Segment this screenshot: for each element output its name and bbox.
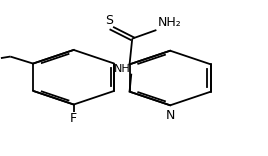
Text: NH: NH xyxy=(114,64,130,74)
Text: N: N xyxy=(166,109,175,122)
Text: NH₂: NH₂ xyxy=(158,16,181,29)
Text: F: F xyxy=(70,112,77,125)
Text: S: S xyxy=(106,14,113,27)
